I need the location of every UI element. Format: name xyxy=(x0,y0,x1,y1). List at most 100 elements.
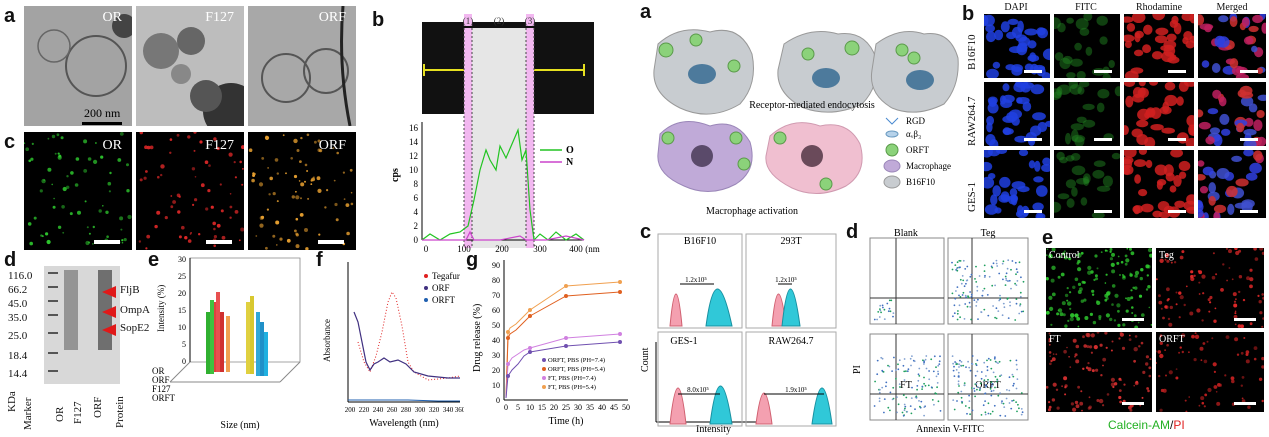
svg-text:60: 60 xyxy=(492,306,500,315)
svg-text:0: 0 xyxy=(414,235,419,245)
annexin-title-ft: FT xyxy=(900,380,912,391)
confocal-row-raw: RAW264.7 xyxy=(966,96,978,146)
gel-lane-f127: F127 xyxy=(72,401,84,424)
scale-bar xyxy=(1024,138,1042,141)
svg-text:2: 2 xyxy=(414,221,419,231)
svg-text:10: 10 xyxy=(409,165,419,175)
confocal-col-fitc: FITC xyxy=(1075,2,1097,13)
caption-endocytosis: Receptor-mediated endocytosis xyxy=(749,100,875,111)
annexin-ylabel: PI xyxy=(852,365,863,374)
scale-bar xyxy=(1240,70,1258,73)
confocal-cell xyxy=(1124,82,1194,146)
scale-bar xyxy=(1168,138,1186,141)
flow-value-b16f10: 1.2x10⁵ xyxy=(685,276,707,284)
svg-text:14: 14 xyxy=(409,137,419,147)
fluor-label-f127: F127 xyxy=(205,138,234,153)
panel-label-c-left: c xyxy=(4,131,16,153)
scale-bar xyxy=(94,240,120,244)
live-dead-label-orft: ORFT xyxy=(1159,334,1185,345)
confocal-cell xyxy=(1054,150,1120,218)
confocal-cell xyxy=(984,14,1050,78)
svg-text:400: 400 xyxy=(569,244,583,254)
confocal-cell xyxy=(1198,82,1266,146)
annexin-title-blank: Blank xyxy=(894,228,918,239)
legend-avb3: αᵥβ₃ xyxy=(906,129,921,139)
fluor-image-orf: ORF xyxy=(248,132,356,250)
svg-text:100: 100 xyxy=(457,244,471,254)
legend-n: N xyxy=(566,157,574,168)
schematic-diagram: Receptor-mediated endocytosis Macrophage… xyxy=(653,29,959,217)
confocal-row-ges1: GES-1 xyxy=(966,182,978,212)
fluor-label-or: OR xyxy=(102,138,122,153)
release-ylabel: Drug release (%) xyxy=(472,304,483,372)
live-dead-label-teg: Teg xyxy=(1159,250,1174,261)
size-dist-xlabel: Size (nm) xyxy=(220,420,259,431)
gel-arrows xyxy=(102,286,116,336)
flow-value-ges1: 8.0x10⁵ xyxy=(687,386,709,394)
svg-text:320: 320 xyxy=(429,406,440,414)
panel-label-e-left: e xyxy=(148,249,160,271)
gel-band-sope2: SopE2 xyxy=(120,322,150,334)
absorbance-legend-tegafur: Tegafur xyxy=(432,271,460,281)
tem-image-f127: F127 xyxy=(136,6,244,126)
confocal-cell xyxy=(1124,150,1194,218)
tem-image-or: OR 200 nm xyxy=(24,6,132,126)
gel-image xyxy=(44,266,120,384)
caption-macrophage: Macrophage activation xyxy=(706,206,798,217)
flow-ylabel: Count xyxy=(640,347,651,372)
svg-text:20: 20 xyxy=(550,403,558,412)
svg-text:25: 25 xyxy=(178,272,186,281)
scale-bar xyxy=(1240,210,1258,213)
absorbance-chart: 200 220 240 260 280 300 320 340 360 Absorbance… xyxy=(322,262,464,429)
svg-text:15: 15 xyxy=(178,306,186,315)
panel-label-f-left: f xyxy=(316,249,323,271)
size-dist-series-or: OR xyxy=(152,366,165,376)
legend-o: O xyxy=(566,145,574,156)
line-scan-xunit: (nm) xyxy=(585,244,600,254)
svg-text:30: 30 xyxy=(574,403,582,412)
confocal-row-b16f10: B16F10 xyxy=(966,34,978,70)
flow-title-ges1: GES-1 xyxy=(670,336,697,347)
svg-text:300: 300 xyxy=(533,244,547,254)
panel-label-e-right: e xyxy=(1042,227,1054,249)
confocal-col-merged: Merged xyxy=(1216,2,1248,13)
flow-value-raw: 1.9x10⁵ xyxy=(785,386,807,394)
panel-label-c-right: c xyxy=(640,221,652,243)
svg-text:12: 12 xyxy=(409,151,418,161)
svg-text:0: 0 xyxy=(496,396,500,405)
scale-bar xyxy=(1234,318,1256,321)
confocal-cell xyxy=(1198,14,1266,78)
svg-text:300: 300 xyxy=(415,406,426,414)
scale-bar xyxy=(318,240,344,244)
svg-text:0: 0 xyxy=(504,403,508,412)
svg-text:200: 200 xyxy=(495,244,509,254)
svg-text:360: 360 xyxy=(455,406,464,414)
size-dist-series-orf: ORF xyxy=(152,375,170,385)
absorbance-xlabel: Wavelength (nm) xyxy=(369,418,438,429)
region-label-1: (1) xyxy=(463,16,474,26)
tem-label-f127: F127 xyxy=(205,10,234,25)
confocal-cell xyxy=(984,150,1050,218)
svg-text:15: 15 xyxy=(538,403,546,412)
live-dead-label-control: Control xyxy=(1049,250,1080,261)
gel-lane-protein: Protein xyxy=(114,396,126,428)
annexin-xlabel: Annexin V-FITC xyxy=(916,424,984,435)
panel-label-b-left: b xyxy=(372,9,385,31)
flow-cytometry-chart: Count Intensity B16F10 293T GES-1 RAW264… xyxy=(640,233,837,435)
svg-text:340: 340 xyxy=(443,406,454,414)
svg-text:25: 25 xyxy=(562,403,570,412)
scale-bar xyxy=(1094,210,1112,213)
svg-text:30: 30 xyxy=(178,255,186,264)
annexin-title-teg: Teg xyxy=(981,228,996,239)
flow-value-293t: 1.2x10⁵ xyxy=(775,276,797,284)
confocal-cell xyxy=(1198,150,1266,218)
svg-text:260: 260 xyxy=(387,406,398,414)
fluor-image-f127: F127 xyxy=(136,132,244,250)
scale-bar xyxy=(206,240,232,244)
scale-bar xyxy=(1024,210,1042,213)
svg-text:5: 5 xyxy=(516,403,520,412)
annexin-chart: PI Annexin V-FITC Blank Teg FT ORFT xyxy=(852,228,1029,435)
svg-text:50: 50 xyxy=(492,321,500,330)
legend-rgd: RGD xyxy=(906,116,926,126)
